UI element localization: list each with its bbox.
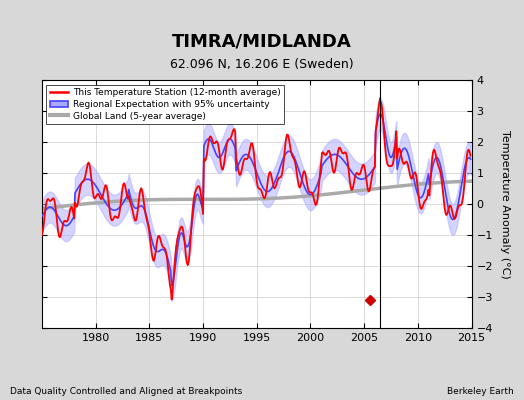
Text: Berkeley Earth: Berkeley Earth xyxy=(447,387,514,396)
Text: 62.096 N, 16.206 E (Sweden): 62.096 N, 16.206 E (Sweden) xyxy=(170,58,354,71)
Y-axis label: Temperature Anomaly (°C): Temperature Anomaly (°C) xyxy=(499,130,510,278)
Text: TIMRA/MIDLANDA: TIMRA/MIDLANDA xyxy=(172,32,352,50)
Text: Data Quality Controlled and Aligned at Breakpoints: Data Quality Controlled and Aligned at B… xyxy=(10,387,243,396)
